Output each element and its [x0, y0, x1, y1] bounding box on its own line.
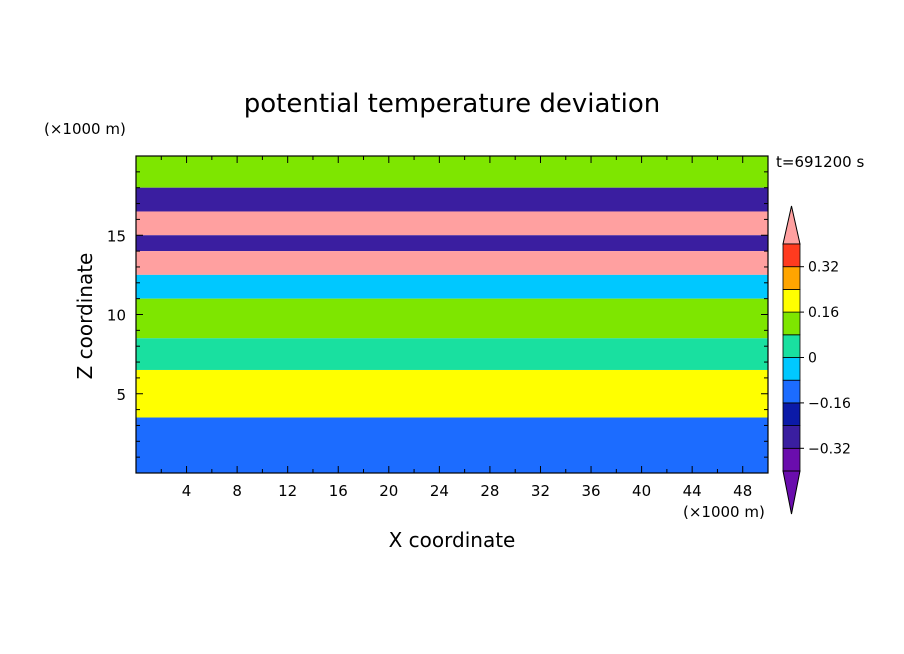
colorbar-segment	[782, 243, 801, 268]
time-label: t=691200 s	[776, 153, 864, 171]
colorbar-segment	[782, 288, 801, 313]
contour-band	[136, 187, 768, 212]
y-axis: 5 10 15	[107, 171, 768, 458]
x-tick-label: 36	[581, 482, 600, 500]
colorbar-segment	[782, 379, 801, 404]
y-tick-label: 5	[116, 386, 126, 404]
colorbar-segment	[782, 311, 801, 336]
x-tick-label: 4	[182, 482, 192, 500]
y-unit-label: (×1000 m)	[44, 120, 126, 138]
colorbar-tick-label: −0.16	[808, 396, 851, 412]
colorbar-segment	[782, 357, 801, 381]
colorbar-segment	[782, 334, 801, 358]
contour-band	[136, 417, 768, 473]
colorbar-segment	[782, 425, 801, 449]
contour-band	[136, 274, 768, 299]
contour-band	[136, 211, 768, 236]
x-axis: 4 8 12 16 20 24 28 32 36 40 44 48	[160, 156, 752, 500]
colorbar-tick-label: −0.32	[808, 441, 851, 457]
y-axis-label: Z coordinate	[73, 253, 97, 380]
colorbar: 0.32 0.16 0 −0.16 −0.32	[782, 205, 851, 515]
x-tick-label: 24	[430, 482, 449, 500]
colorbar-segment	[782, 402, 801, 426]
x-tick-label: 44	[683, 482, 702, 500]
colorbar-arrow-bottom	[782, 470, 801, 515]
colorbar-tick-label: 0.32	[808, 260, 839, 276]
contour-band	[136, 251, 768, 275]
chart-title: potential temperature deviation	[244, 89, 660, 119]
contour-band	[136, 338, 768, 370]
x-tick-label: 32	[531, 482, 550, 500]
y-tick-label: 15	[107, 227, 126, 245]
contour-band	[136, 156, 768, 188]
x-tick-label: 40	[632, 482, 651, 500]
y-tick-label: 10	[107, 307, 126, 325]
x-tick-label: 20	[379, 482, 398, 500]
x-tick-label: 48	[733, 482, 752, 500]
x-axis-label: X coordinate	[389, 528, 516, 552]
colorbar-segment	[782, 266, 801, 290]
colorbar-tick-label: 0.16	[808, 305, 839, 321]
x-unit-label: (×1000 m)	[683, 503, 765, 521]
contour-band	[136, 369, 768, 418]
x-tick-label: 28	[480, 482, 499, 500]
x-tick-label: 12	[278, 482, 297, 500]
colorbar-segment	[782, 447, 801, 472]
x-tick-label: 16	[329, 482, 348, 500]
contour-band	[136, 298, 768, 339]
colorbar-tick-label: 0	[808, 351, 817, 367]
contour-band	[136, 235, 768, 252]
x-tick-label: 8	[232, 482, 242, 500]
colorbar-arrow-top	[782, 205, 801, 245]
plot-area	[135, 155, 769, 474]
